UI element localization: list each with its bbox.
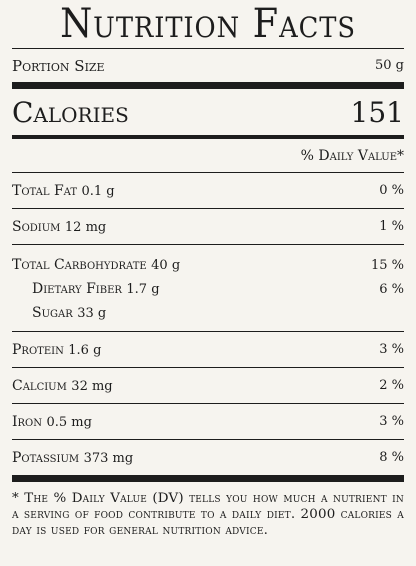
nutrient-dv: 3 % xyxy=(379,342,404,357)
daily-value-header: % Daily Value* xyxy=(12,139,404,172)
nutrient-label: Sugar xyxy=(32,305,73,321)
nutrient-label: Calcium xyxy=(12,377,67,394)
nutrient-row-potassium: Potassium 373 mg 8 % xyxy=(12,440,404,475)
nutrient-name: Total Fat 0.1 g xyxy=(12,183,115,199)
nutrient-name: Sugar 33 g xyxy=(32,305,106,321)
nutrient-name: Calcium 32 mg xyxy=(12,378,113,394)
divider xyxy=(12,331,404,332)
nutrient-label: Total Fat xyxy=(12,182,78,199)
nutrient-label: Sodium xyxy=(12,218,61,235)
nutrient-row-sodium: Sodium 12 mg 1 % xyxy=(12,209,404,244)
nutrient-amount: 0.1 g xyxy=(81,183,115,199)
nutrient-row-sugar: Sugar 33 g xyxy=(12,301,404,325)
portion-size-label: Portion Size xyxy=(12,56,105,75)
label-title: Nutrition Facts xyxy=(60,1,356,47)
nutrient-name: Sodium 12 mg xyxy=(12,219,106,235)
calories-label: Calories xyxy=(12,95,129,129)
nutrient-row-total-fat: Total Fat 0.1 g 0 % xyxy=(12,173,404,208)
nutrient-dv: 6 % xyxy=(379,281,404,297)
nutrient-dv: 3 % xyxy=(379,414,404,429)
nutrient-amount: 0.5 mg xyxy=(46,414,92,430)
divider xyxy=(12,439,404,440)
divider-thick xyxy=(12,82,404,89)
nutrient-amount: 33 g xyxy=(77,306,107,321)
divider-thick xyxy=(12,475,404,482)
footnote: * The % Daily Value (DV) tells you how m… xyxy=(12,491,404,538)
nutrient-dv: 15 % xyxy=(370,257,404,273)
nutrient-label: Total Carbohydrate xyxy=(12,257,147,273)
calories-row: Calories 151 xyxy=(12,89,404,135)
nutrient-dv: 2 % xyxy=(379,378,404,393)
divider xyxy=(12,244,404,245)
nutrient-label: Dietary Fiber xyxy=(32,281,122,297)
nutrient-name: Dietary Fiber 1.7 g xyxy=(32,281,160,297)
nutrient-amount: 1.6 g xyxy=(68,342,102,358)
divider xyxy=(12,208,404,209)
nutrition-label: Nutrition Facts Portion Size 50 g Calori… xyxy=(12,0,404,539)
divider xyxy=(12,172,404,173)
nutrient-name: Total Carbohydrate 40 g xyxy=(12,257,180,273)
nutrient-row-total-carbohydrate: Total Carbohydrate 40 g 15 % xyxy=(12,253,404,277)
nutrient-amount: 1.7 g xyxy=(126,282,160,297)
nutrient-dv: 8 % xyxy=(379,450,404,465)
nutrient-amount: 12 mg xyxy=(64,219,107,235)
divider xyxy=(12,48,404,49)
nutrient-label: Protein xyxy=(12,341,64,358)
nutrient-name: Potassium 373 mg xyxy=(12,450,133,466)
carbohydrate-section: Total Carbohydrate 40 g 15 % Dietary Fib… xyxy=(12,245,404,331)
nutrient-row-iron: Iron 0.5 mg 3 % xyxy=(12,404,404,439)
nutrient-amount: 40 g xyxy=(151,258,181,273)
nutrient-dv: 1 % xyxy=(379,219,404,234)
nutrient-label: Potassium xyxy=(12,449,80,466)
nutrient-amount: 373 mg xyxy=(83,450,134,466)
divider xyxy=(12,403,404,404)
divider-medium xyxy=(12,135,404,139)
portion-size-row: Portion Size 50 g xyxy=(12,49,404,82)
daily-value-header-label: % Daily Value* xyxy=(300,147,404,164)
nutrient-name: Protein 1.6 g xyxy=(12,342,101,358)
nutrient-row-calcium: Calcium 32 mg 2 % xyxy=(12,368,404,403)
calories-value: 151 xyxy=(350,95,404,129)
nutrient-label: Iron xyxy=(12,413,43,430)
divider xyxy=(12,367,404,368)
portion-size-value: 50 g xyxy=(375,58,404,73)
nutrient-dv: 0 % xyxy=(379,183,404,198)
nutrient-name: Iron 0.5 mg xyxy=(12,414,92,430)
nutrient-amount: 32 mg xyxy=(71,378,113,394)
nutrient-row-protein: Protein 1.6 g 3 % xyxy=(12,332,404,367)
nutrient-row-dietary-fiber: Dietary Fiber 1.7 g 6 % xyxy=(12,277,404,301)
